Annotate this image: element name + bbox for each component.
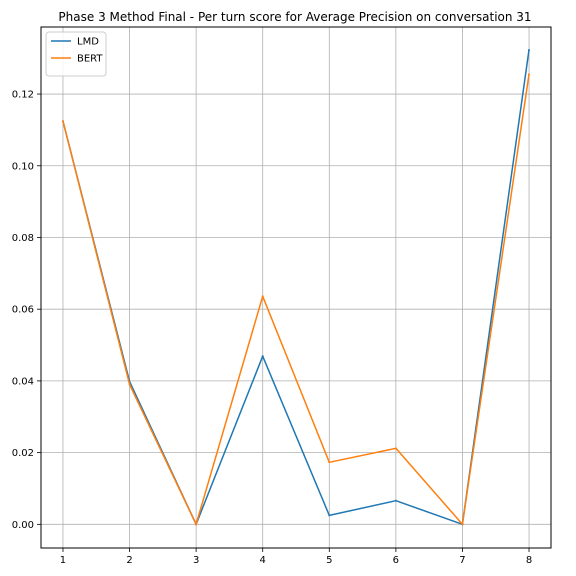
data-point-bert — [461, 523, 464, 526]
y-tick-label: 0.08 — [12, 233, 34, 244]
data-point-bert — [195, 523, 198, 526]
data-point-bert — [328, 461, 331, 464]
x-tick-label: 4 — [260, 555, 266, 566]
axis-ticks: 1 2 3 4 5 6 7 8 0.00 0.02 0.04 0.06 0.08 0.10 0.12 — [12, 90, 532, 566]
y-tick-label: 0.00 — [12, 520, 34, 531]
legend: LMD BERT — [45, 31, 107, 77]
data-point-bert — [528, 73, 531, 76]
data-point-bert — [61, 120, 64, 123]
legend-box — [45, 31, 107, 77]
y-tick-label: 0.10 — [12, 161, 34, 172]
x-tick-label: 8 — [526, 555, 532, 566]
x-tick-label: 1 — [60, 555, 66, 566]
x-tick-label: 6 — [393, 555, 399, 566]
series-lines — [61, 48, 531, 526]
chart-title: Phase 3 Method Final - Per turn score fo… — [58, 10, 531, 24]
series-line-lmd — [62, 49, 530, 526]
y-tick-label: 0.02 — [12, 448, 34, 459]
legend-label-lmd: LMD — [77, 37, 99, 48]
x-tick-label: 5 — [326, 555, 332, 566]
plot-frame — [40, 26, 552, 549]
data-point-lmd — [528, 48, 531, 51]
y-tick-label: 0.04 — [12, 376, 34, 387]
y-tick-label: 0.06 — [12, 305, 34, 316]
data-point-bert — [261, 295, 264, 298]
data-point-bert — [394, 447, 397, 450]
y-tick-label: 0.12 — [12, 90, 34, 101]
data-point-lmd — [394, 499, 397, 502]
data-point-lmd — [328, 514, 331, 517]
data-point-bert — [128, 383, 131, 386]
legend-label-bert: BERT — [77, 54, 103, 65]
grid — [41, 27, 551, 548]
x-tick-label: 2 — [126, 555, 132, 566]
x-tick-label: 7 — [459, 555, 465, 566]
data-point-lmd — [261, 355, 264, 358]
x-tick-label: 3 — [193, 555, 199, 566]
series-line-bert — [62, 74, 530, 526]
